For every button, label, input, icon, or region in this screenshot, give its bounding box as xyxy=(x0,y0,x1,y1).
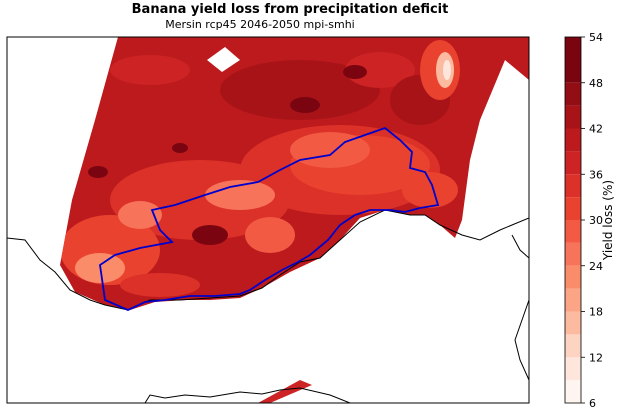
colorbar-label: Yield loss (%) xyxy=(601,180,615,261)
colorbar-band xyxy=(565,174,581,198)
colorbar-tick-label: 42 xyxy=(589,123,603,136)
yield-loss-field xyxy=(60,37,529,403)
colorbar-tick-label: 36 xyxy=(589,168,603,181)
colorbar-tick-label: 24 xyxy=(589,260,603,273)
coastline xyxy=(7,209,529,403)
colorbar-band xyxy=(565,105,581,129)
colorbar-tick-label: 6 xyxy=(589,397,596,410)
colorbar-tick-label: 18 xyxy=(589,306,603,319)
colorbar-band xyxy=(565,265,581,289)
colorbar-band xyxy=(565,242,581,266)
map-area xyxy=(6,36,530,404)
colorbar-tick-label: 30 xyxy=(589,214,603,227)
colorbar-band xyxy=(565,37,581,83)
colorbar-tick-label: 12 xyxy=(589,351,603,364)
colorbar-band xyxy=(565,288,581,312)
colorbar-band xyxy=(565,311,581,335)
colorbar-band xyxy=(565,334,581,358)
colorbar-tick-label: 48 xyxy=(589,77,603,90)
chart-title: Banana yield loss from precipitation def… xyxy=(131,2,449,17)
colorbar-band xyxy=(565,197,581,220)
colorbar-band xyxy=(565,357,581,381)
colorbar-tick-label: 54 xyxy=(589,31,603,44)
colorbar-band xyxy=(565,128,581,152)
chart-subtitle: Mersin rcp45 2046-2050 mpi-smhi xyxy=(165,18,355,31)
colorbar-band xyxy=(565,220,581,243)
colorbar-band xyxy=(565,82,581,106)
colorbar-band xyxy=(565,380,581,403)
colorbar: 6 12 18 24 30 36 42 48 54 Yield loss (%) xyxy=(564,31,615,410)
mersin-boundary xyxy=(99,126,440,311)
colorbar-band xyxy=(565,151,581,175)
